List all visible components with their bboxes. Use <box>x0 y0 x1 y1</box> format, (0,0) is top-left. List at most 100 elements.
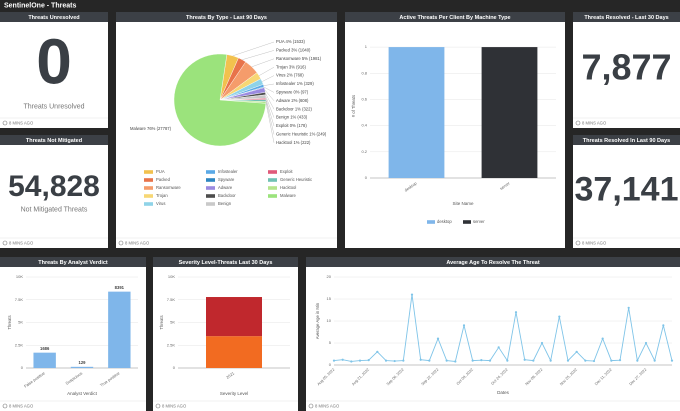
line-point <box>653 359 656 362</box>
panel-title: Severity Level-Threats Last 30 Days <box>179 260 273 266</box>
line-point <box>384 359 388 362</box>
panel <box>0 135 108 248</box>
data-label: 129 <box>79 360 87 365</box>
slice-label: Packed 3% (1040) <box>276 48 311 53</box>
line-point <box>436 337 440 340</box>
updated-time: 8 MINS AGO <box>582 240 607 245</box>
kpi-value: 37,141 <box>575 170 679 208</box>
leader-line <box>265 102 275 143</box>
legend-label: Infostealer <box>218 169 238 174</box>
panel-header <box>0 257 146 267</box>
x-axis-label: Dates <box>497 390 510 395</box>
line-point <box>662 324 665 327</box>
panel-header <box>573 135 680 145</box>
panel-title: Threats Resolved In Last 90 Days <box>583 138 670 144</box>
bar-segment <box>206 297 262 337</box>
legend-swatch <box>144 202 153 206</box>
legend-swatch <box>206 186 215 190</box>
leader-line <box>262 75 275 82</box>
line-point <box>350 360 353 363</box>
legend-label: Exploit <box>280 169 293 174</box>
x-axis-label: Analyst Verdict <box>67 391 98 396</box>
legend-label: server <box>473 219 485 224</box>
slice-label: PUA 4% (1533) <box>276 39 305 44</box>
line-point <box>592 359 596 363</box>
panel-title: Average Age To Resolve The Threat <box>446 260 539 266</box>
panel-header <box>0 135 108 145</box>
kpi-value: 54,828 <box>8 170 100 203</box>
legend-swatch <box>268 178 277 182</box>
line-point <box>601 337 604 340</box>
y-tick-label: 20 <box>327 274 332 279</box>
y-tick-label: 7.5K <box>167 297 176 302</box>
line-point <box>566 359 570 362</box>
y-tick-label: 7.5K <box>15 297 24 302</box>
leader-line <box>251 58 275 67</box>
clock-icon <box>2 120 8 126</box>
slice-label: Backdoor 1% (322) <box>276 106 312 111</box>
y-axis-label: Average Age in Min <box>315 302 320 339</box>
line-point <box>376 350 379 353</box>
legend-swatch <box>268 194 277 198</box>
y-axis-label: Threats <box>7 315 12 329</box>
slice-label: Benign 1% (433) <box>276 115 308 120</box>
y-tick-label: 15 <box>327 296 332 301</box>
line-point <box>575 350 578 353</box>
leader-line <box>265 96 275 118</box>
line-point <box>367 359 370 362</box>
legend-label: desktop <box>437 219 452 224</box>
dashboard-title[interactable]: SentinelOne - Threats <box>4 2 76 9</box>
kpi-value: 7,877 <box>581 47 671 88</box>
leader-line <box>265 100 275 135</box>
panel-title: Threats Unresolved <box>28 15 79 21</box>
panel-title: Active Threats Per Client By Machine Typ… <box>399 15 510 21</box>
y-axis-label: # of Threats <box>351 95 356 117</box>
y-tick-label: 2.5K <box>167 342 176 347</box>
y-tick-label: 0 <box>21 365 24 370</box>
y-tick-label: 0 <box>173 365 176 370</box>
legend-swatch <box>144 194 153 198</box>
legend-label: Spyware <box>218 177 235 182</box>
line-point <box>471 359 474 362</box>
slice-label: Hacktool 1% (222) <box>276 140 311 145</box>
legend-label: Virus <box>156 201 165 206</box>
legend-label: Malware <box>280 193 296 198</box>
line-point <box>514 311 518 314</box>
panel <box>306 257 680 411</box>
line-point <box>610 359 613 362</box>
y-tick-label: 0 <box>365 175 368 180</box>
leader-line <box>258 67 275 76</box>
y-tick-label: 10 <box>327 318 332 323</box>
clock-icon <box>2 403 8 409</box>
panel-title: Threats By Analyst Verdict <box>38 260 108 266</box>
line-point <box>393 359 396 363</box>
line-point <box>618 359 622 362</box>
legend-swatch <box>206 202 215 206</box>
clock-icon <box>118 240 124 246</box>
updated-time: 8 MINS AGO <box>582 120 607 125</box>
legend-swatch <box>144 170 153 174</box>
panel-header <box>153 257 298 267</box>
leader-line <box>264 87 275 93</box>
legend-swatch <box>206 194 215 198</box>
line-series <box>333 294 673 363</box>
legend-label: Hacktool <box>280 185 296 190</box>
updated-time: 8 MINS AGO <box>315 403 340 408</box>
legend-label: Generic Heuristic <box>280 177 312 182</box>
leader-line <box>232 41 275 56</box>
line-point <box>627 306 630 309</box>
y-tick-label: 5 <box>329 340 332 345</box>
legend-swatch <box>268 170 277 174</box>
y-tick-label: 0.6 <box>361 97 367 102</box>
line-point <box>670 359 674 362</box>
legend-swatch <box>144 186 153 190</box>
legend-label: Adware <box>218 185 233 190</box>
y-axis-label: Threats <box>159 315 164 329</box>
data-label: 8391 <box>115 285 125 290</box>
line-point <box>419 358 422 361</box>
slice-label: Trojan 3% (916) <box>276 64 306 69</box>
line-point <box>532 359 535 362</box>
legend-swatch <box>427 220 435 224</box>
panel <box>0 12 108 128</box>
